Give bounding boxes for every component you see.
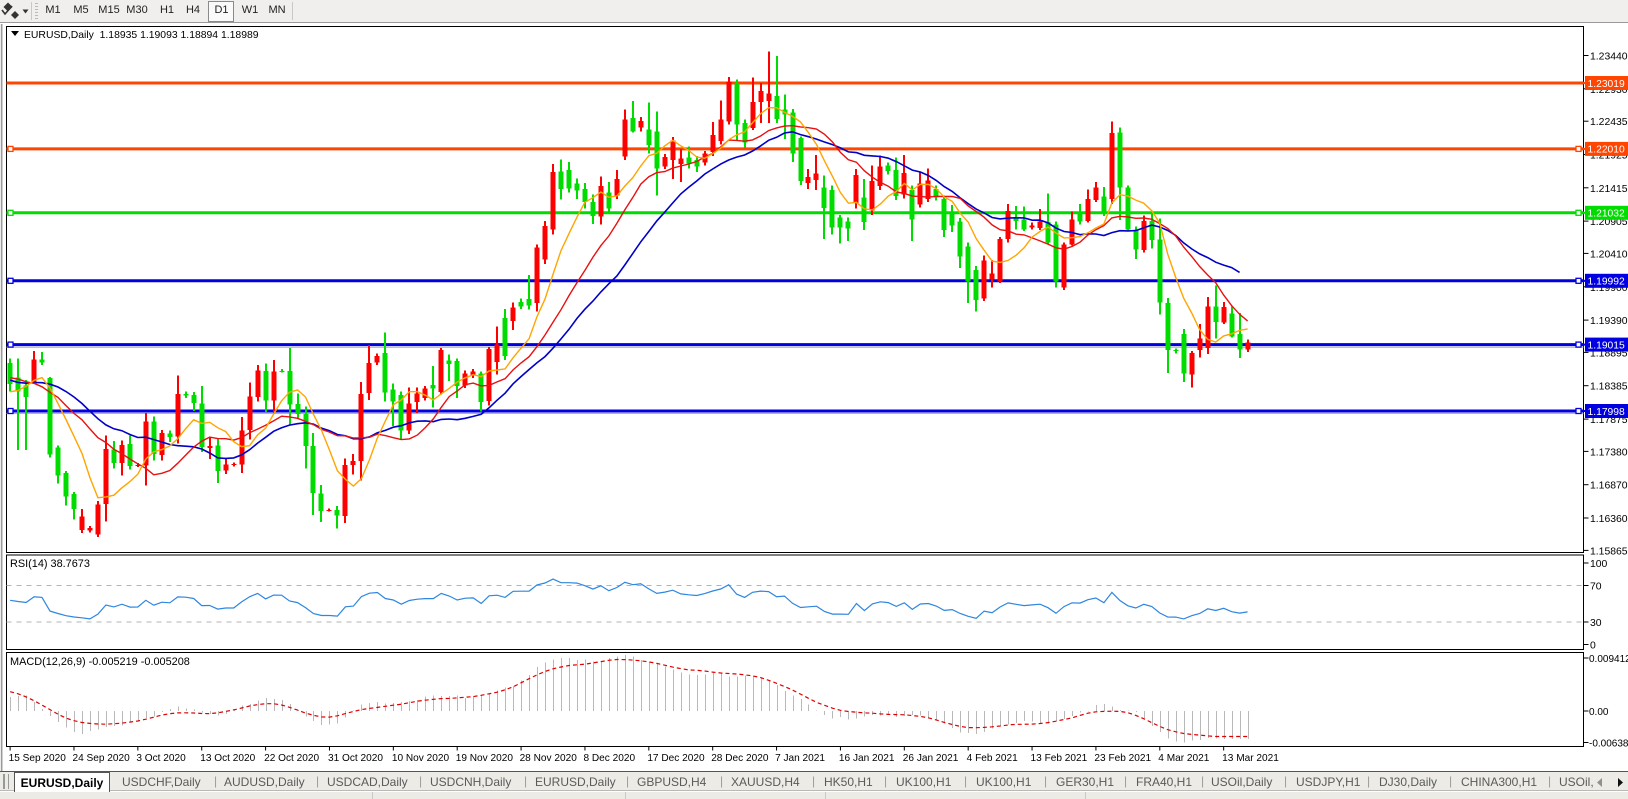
svg-text:3 Oct 2020: 3 Oct 2020 xyxy=(136,753,186,764)
svg-text:1.19900: 1.19900 xyxy=(1590,283,1628,294)
svg-text:24 Sep 2020: 24 Sep 2020 xyxy=(72,753,130,764)
svg-text:1.21925: 1.21925 xyxy=(1590,151,1628,162)
svg-text:RSI(14) 38.7673: RSI(14) 38.7673 xyxy=(10,558,90,570)
svg-text:1.17998: 1.17998 xyxy=(1588,407,1625,418)
svg-text:19 Nov 2020: 19 Nov 2020 xyxy=(456,753,514,764)
svg-text:1.19992: 1.19992 xyxy=(1588,277,1625,288)
svg-text:0: 0 xyxy=(1590,641,1596,652)
svg-text:8 Dec 2020: 8 Dec 2020 xyxy=(583,753,635,764)
svg-text:100: 100 xyxy=(1590,559,1608,570)
svg-text:4 Feb 2021: 4 Feb 2021 xyxy=(967,753,1018,764)
svg-text:13 Mar 2021: 13 Mar 2021 xyxy=(1222,753,1279,764)
svg-text:4 Mar 2021: 4 Mar 2021 xyxy=(1158,753,1209,764)
svg-text:28 Dec 2020: 28 Dec 2020 xyxy=(711,753,769,764)
svg-text:1.19015: 1.19015 xyxy=(1588,340,1625,351)
svg-text:13 Feb 2021: 13 Feb 2021 xyxy=(1031,753,1088,764)
svg-text:EURUSD,Daily 1.18935 1.19093: EURUSD,Daily 1.18935 1.19093 1.18894 1.1… xyxy=(24,30,259,41)
svg-text:22 Oct 2020: 22 Oct 2020 xyxy=(264,753,319,764)
svg-text:1.23440: 1.23440 xyxy=(1590,52,1628,63)
svg-text:31 Oct 2020: 31 Oct 2020 xyxy=(328,753,383,764)
svg-text:7 Jan 2021: 7 Jan 2021 xyxy=(775,753,825,764)
svg-text:1.22930: 1.22930 xyxy=(1590,85,1628,96)
svg-text:1.20905: 1.20905 xyxy=(1590,217,1628,228)
svg-text:1.19390: 1.19390 xyxy=(1590,316,1628,327)
svg-text:1.22435: 1.22435 xyxy=(1590,117,1628,128)
svg-text:16 Jan 2021: 16 Jan 2021 xyxy=(839,753,895,764)
svg-text:17 Dec 2020: 17 Dec 2020 xyxy=(647,753,705,764)
svg-text:1.18895: 1.18895 xyxy=(1590,348,1628,359)
svg-text:30: 30 xyxy=(1590,618,1602,629)
svg-text:1.20410: 1.20410 xyxy=(1590,249,1628,260)
svg-text:10 Nov 2020: 10 Nov 2020 xyxy=(392,753,450,764)
svg-text:0.009412: 0.009412 xyxy=(1589,654,1628,665)
svg-text:1.23019: 1.23019 xyxy=(1588,79,1625,90)
svg-text:1.17875: 1.17875 xyxy=(1590,415,1628,426)
svg-text:1.17380: 1.17380 xyxy=(1590,447,1628,458)
svg-text:23 Feb 2021: 23 Feb 2021 xyxy=(1094,753,1151,764)
svg-text:1.16360: 1.16360 xyxy=(1590,514,1628,525)
svg-text:70: 70 xyxy=(1590,582,1602,593)
svg-text:15 Sep 2020: 15 Sep 2020 xyxy=(9,753,67,764)
svg-text:1.22010: 1.22010 xyxy=(1588,145,1625,156)
svg-text:13 Oct 2020: 13 Oct 2020 xyxy=(200,753,255,764)
svg-text:28 Nov 2020: 28 Nov 2020 xyxy=(520,753,578,764)
svg-text:1.16870: 1.16870 xyxy=(1590,481,1628,492)
svg-text:0.00: 0.00 xyxy=(1589,707,1609,718)
svg-text:26 Jan 2021: 26 Jan 2021 xyxy=(903,753,959,764)
svg-text:1.21415: 1.21415 xyxy=(1590,184,1628,195)
svg-text:1.15865: 1.15865 xyxy=(1590,546,1628,557)
svg-text:-0.006386: -0.006386 xyxy=(1589,739,1628,750)
svg-text:1.18385: 1.18385 xyxy=(1590,382,1628,393)
svg-text:MACD(12,26,9) -0.005219 -0.005: MACD(12,26,9) -0.005219 -0.005208 xyxy=(10,656,190,668)
svg-text:1.21032: 1.21032 xyxy=(1588,209,1625,220)
